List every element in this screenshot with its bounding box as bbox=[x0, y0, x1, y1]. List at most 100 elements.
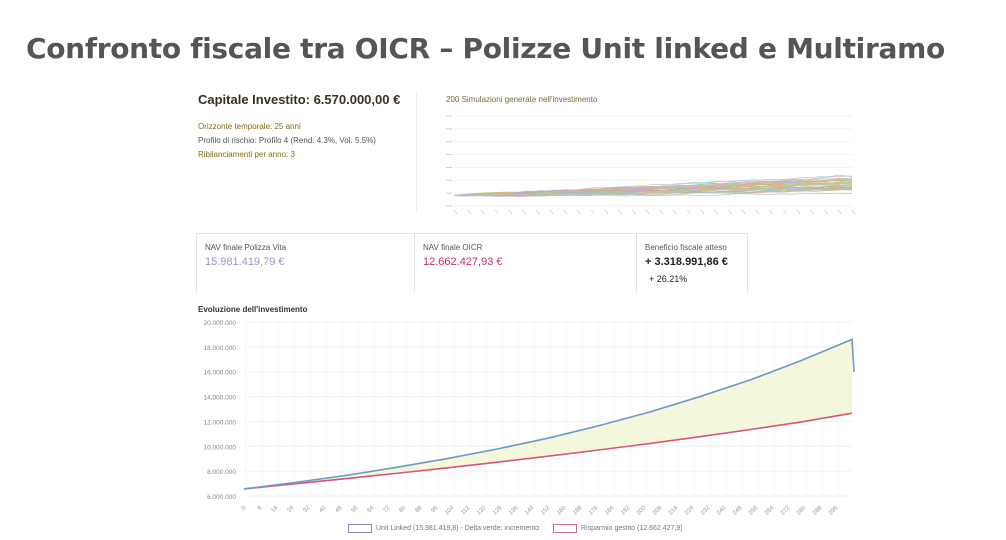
parameters-list: Orizzonte temporale: 25 anni Profilo di … bbox=[198, 120, 376, 162]
x-tick-label: 296 bbox=[828, 505, 840, 517]
sim-x-tick bbox=[796, 209, 801, 215]
sim-x-tick bbox=[714, 209, 719, 215]
y-tick-label: 12.000.000 bbox=[203, 419, 236, 426]
sim-x-tick bbox=[563, 209, 568, 215]
delta-area bbox=[244, 339, 852, 489]
nav-life-policy-card: NAV finale Polizza Vita 15.981.419,79 € bbox=[196, 233, 413, 292]
param-rebalancing: Ribilanciamenti per anno: 3 bbox=[198, 150, 295, 159]
x-tick-label: 112 bbox=[460, 505, 471, 516]
x-tick-label: 160 bbox=[556, 505, 568, 517]
tax-benefit-card: Beneficio fiscale atteso + 3.318.991,86 … bbox=[636, 233, 748, 292]
sim-x-tick bbox=[837, 209, 842, 215]
x-tick-label: 32 bbox=[302, 505, 311, 514]
legend-item-risparmio: Risparmio gestito (12.662.427,9) bbox=[553, 524, 683, 533]
sim-x-tick bbox=[769, 209, 774, 215]
x-tick-label: 88 bbox=[414, 505, 423, 514]
x-tick-label: 96 bbox=[430, 505, 439, 514]
x-tick-label: 24 bbox=[286, 505, 295, 514]
sim-x-tick bbox=[494, 209, 499, 215]
sim-x-tick bbox=[453, 209, 458, 215]
sim-x-tick bbox=[481, 209, 485, 215]
nav-life-label: NAV finale Polizza Vita bbox=[205, 243, 287, 252]
y-tick-label: 10.000.000 bbox=[203, 444, 236, 451]
x-tick-label: 224 bbox=[684, 505, 696, 517]
x-tick-label: 192 bbox=[620, 505, 632, 517]
sim-x-tick bbox=[549, 209, 554, 215]
x-tick-label: 240 bbox=[716, 505, 728, 517]
slide-title: Confronto fiscale tra OICR – Polizze Uni… bbox=[26, 32, 945, 65]
x-tick-label: 56 bbox=[350, 505, 359, 514]
x-tick-label: 80 bbox=[398, 505, 407, 514]
x-tick-label: 176 bbox=[588, 505, 600, 517]
sim-x-tick bbox=[728, 209, 732, 215]
x-tick-label: 0 bbox=[241, 505, 248, 512]
sim-x-tick bbox=[618, 209, 623, 215]
x-tick-label: 136 bbox=[508, 505, 520, 517]
y-tick-label: 18.000.000 bbox=[203, 345, 236, 352]
tax-benefit-value: + 3.318.991,86 € bbox=[645, 256, 728, 268]
x-tick-label: 256 bbox=[748, 505, 760, 517]
nav-oicr-label: NAV finale OICR bbox=[423, 243, 483, 252]
sim-x-tick bbox=[590, 209, 595, 215]
x-tick-label: 104 bbox=[444, 505, 456, 517]
y-tick-label: 6.000.000 bbox=[207, 494, 236, 501]
sim-x-tick bbox=[508, 209, 513, 215]
sim-x-tick bbox=[741, 209, 746, 215]
sim-x-tick bbox=[700, 209, 705, 215]
evolution-chart: 6.000.000 8.000.000 10.000.000 12.000.000 14… bbox=[203, 320, 855, 517]
x-tick-label: 248 bbox=[732, 505, 744, 517]
simulation-path bbox=[453, 179, 853, 197]
x-tick-label: 72 bbox=[382, 505, 391, 514]
tax-benefit-percent: + 26.21% bbox=[649, 274, 688, 284]
y-tick-label: 16.000.000 bbox=[203, 370, 236, 377]
capital-invested-title: Capitale Investito: 6.570.000,00 € bbox=[198, 92, 401, 107]
x-tick-label: 48 bbox=[334, 505, 343, 514]
x-tick-label: 64 bbox=[366, 505, 375, 514]
sim-x-tick bbox=[755, 209, 760, 215]
legend-swatch-unit-linked bbox=[348, 524, 372, 533]
sim-x-tick bbox=[522, 209, 527, 215]
sim-x-tick bbox=[604, 209, 609, 215]
x-tick-label: 144 bbox=[524, 505, 536, 517]
sim-x-tick bbox=[577, 209, 581, 215]
sim-x-tick bbox=[659, 209, 664, 215]
y-tick-label: 8.000.000 bbox=[207, 469, 236, 476]
y-tick-label: 20.000.000 bbox=[203, 320, 236, 327]
series-line-risparmio bbox=[243, 412, 853, 490]
x-tick-label: 40 bbox=[318, 505, 327, 514]
nav-life-value: 15.981.419,79 € bbox=[205, 256, 285, 268]
x-tick-label: 232 bbox=[700, 505, 712, 517]
nav-oicr-card: NAV finale OICR 12.662.427,93 € bbox=[414, 233, 635, 292]
sim-x-tick bbox=[632, 209, 636, 215]
simulation-path bbox=[453, 174, 853, 196]
nav-oicr-value: 12.662.427,93 € bbox=[423, 256, 503, 268]
simulation-path bbox=[453, 181, 853, 196]
section-divider bbox=[416, 92, 417, 212]
sim-x-tick bbox=[535, 209, 540, 215]
x-tick-label: 184 bbox=[604, 505, 616, 517]
sim-x-tick bbox=[851, 209, 856, 215]
x-tick-label: 16 bbox=[270, 505, 279, 514]
legend-label-risparmio: Risparmio gestito (12.662.427,9) bbox=[581, 525, 683, 532]
sim-x-tick bbox=[686, 209, 691, 215]
x-tick-label: 168 bbox=[572, 505, 584, 517]
sim-x-tick bbox=[782, 209, 787, 215]
param-risk-profile: Profilo di rischio: Profilo 4 (Rend. 4.3… bbox=[198, 136, 376, 145]
x-tick-label: 280 bbox=[796, 505, 808, 517]
sim-x-tick bbox=[467, 209, 472, 215]
x-tick-label: 264 bbox=[764, 505, 776, 517]
x-tick-label: 152 bbox=[540, 505, 552, 517]
simulations-chart bbox=[446, 115, 856, 215]
x-tick-label: 120 bbox=[476, 505, 488, 517]
x-tick-label: 216 bbox=[668, 505, 680, 517]
sim-x-tick bbox=[810, 209, 815, 215]
simulations-title: 200 Simulazioni generate nell'investimen… bbox=[446, 95, 598, 104]
x-tick-label: 200 bbox=[636, 505, 648, 517]
series-line-unit-linked bbox=[243, 338, 855, 490]
tax-benefit-label: Beneficio fiscale atteso bbox=[645, 243, 727, 252]
legend-label-unit-linked: Unit Linked (15.981.419,8) - Delta verde… bbox=[376, 525, 540, 532]
x-tick-label: 128 bbox=[492, 505, 504, 517]
evolution-chart-title: Evoluzione dell'investimento bbox=[198, 305, 308, 314]
x-tick-label: 208 bbox=[652, 505, 664, 517]
chart-legend: Unit Linked (15.981.419,8) - Delta verde… bbox=[348, 524, 695, 535]
